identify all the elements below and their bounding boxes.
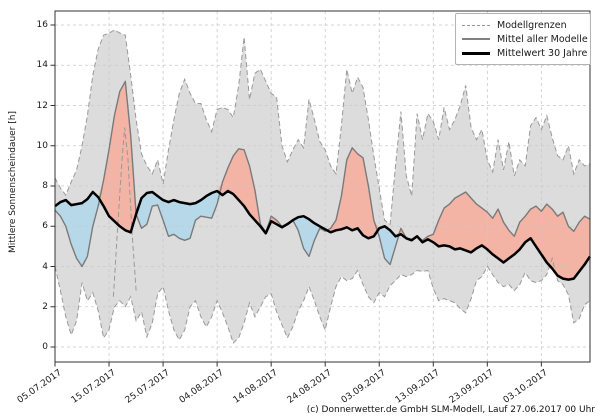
model-range-lower-boundary [54,256,591,344]
legend-label: Mittelwert 30 Jahre [497,47,588,59]
model-mean-line [54,80,591,268]
legend-label: Mittel aller Modelle [497,33,588,45]
legend-line-sample-modellgrenzen [462,24,490,26]
model-range-band [55,30,590,343]
legend-item-mittelwert-30-jahre: Mittelwert 30 Jahre [462,46,588,60]
inner-dashed-boundary [112,127,137,297]
legend-line-sample-mittelwert-30-jahre [462,51,490,55]
mean30-line [54,189,592,281]
legend-label: Modellgrenzen [497,19,567,31]
legend-item-modellgrenzen: Modellgrenzen [462,18,584,32]
legend-item-mittel-aller-modelle: Mittel aller Modelle [462,32,588,46]
above-normal-fill [55,81,590,280]
model-range-upper-boundary [54,29,591,226]
below-normal-fill [55,191,590,280]
legend-line-sample-mittel-aller-modelle [462,38,490,40]
legend: Modellgrenzen Mittel aller Modelle Mittelw… [455,13,591,65]
